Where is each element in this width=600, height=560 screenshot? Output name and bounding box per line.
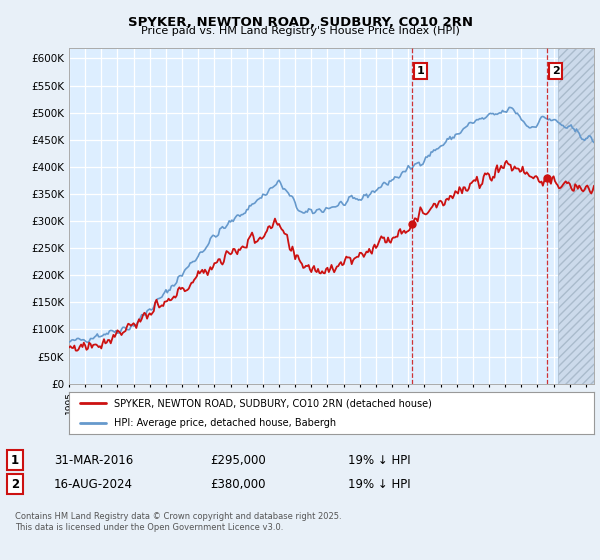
Text: 31-MAR-2016: 31-MAR-2016 bbox=[54, 454, 133, 467]
Text: £295,000: £295,000 bbox=[210, 454, 266, 467]
Bar bbox=[557, 48, 594, 384]
Text: 1: 1 bbox=[416, 66, 424, 76]
Text: HPI: Average price, detached house, Babergh: HPI: Average price, detached house, Babe… bbox=[113, 418, 336, 428]
Text: £380,000: £380,000 bbox=[210, 478, 265, 491]
Text: 1: 1 bbox=[11, 454, 19, 467]
Text: 16-AUG-2024: 16-AUG-2024 bbox=[54, 478, 133, 491]
Text: 19% ↓ HPI: 19% ↓ HPI bbox=[348, 478, 410, 491]
Text: SPYKER, NEWTON ROAD, SUDBURY, CO10 2RN (detached house): SPYKER, NEWTON ROAD, SUDBURY, CO10 2RN (… bbox=[113, 398, 431, 408]
Text: Price paid vs. HM Land Registry's House Price Index (HPI): Price paid vs. HM Land Registry's House … bbox=[140, 26, 460, 36]
Text: SPYKER, NEWTON ROAD, SUDBURY, CO10 2RN: SPYKER, NEWTON ROAD, SUDBURY, CO10 2RN bbox=[128, 16, 473, 29]
Text: 19% ↓ HPI: 19% ↓ HPI bbox=[348, 454, 410, 467]
Text: Contains HM Land Registry data © Crown copyright and database right 2025.
This d: Contains HM Land Registry data © Crown c… bbox=[15, 512, 341, 532]
Text: 2: 2 bbox=[11, 478, 19, 491]
Text: 2: 2 bbox=[551, 66, 559, 76]
